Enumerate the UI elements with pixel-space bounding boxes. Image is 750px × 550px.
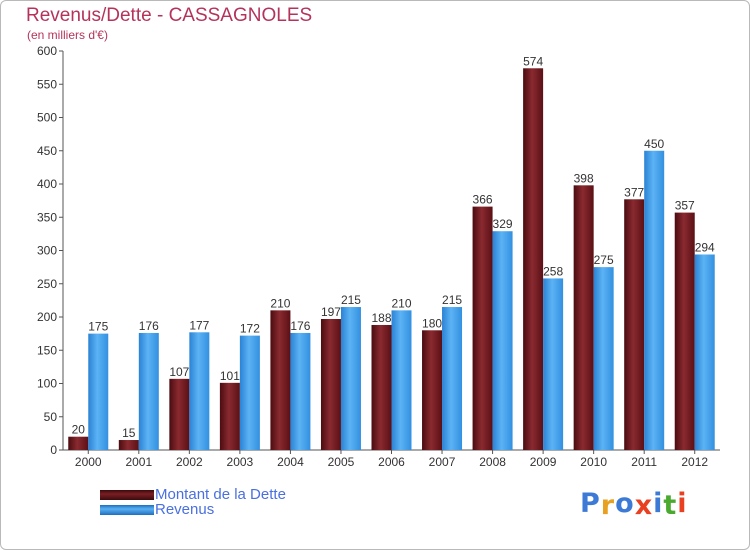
bar-dette [624,199,645,450]
bar-dette [320,318,341,450]
bar-revenus [239,335,260,450]
x-tick-label: 2001 [125,455,152,469]
x-tick-label: 2005 [328,455,355,469]
y-tick-label: 150 [37,343,57,357]
data-label: 176 [139,319,159,333]
bar-revenus [340,307,361,450]
data-label: 172 [240,322,260,336]
data-label: 175 [88,320,108,334]
data-label: 215 [341,293,361,307]
y-tick-label: 100 [37,377,57,391]
bar-dette [674,212,695,450]
y-tick-label: 400 [37,177,57,191]
bar-dette [68,436,89,450]
data-label: 177 [189,318,209,332]
bar-revenus [442,307,463,450]
legend-label-revenus: Revenus [155,501,215,518]
x-tick-label: 2002 [176,455,203,469]
bar-dette [573,185,594,450]
legend-swatch-revenus [100,505,154,515]
data-label: 210 [391,296,411,310]
chart-title: Revenus/Dette - CASSAGNOLES [26,5,313,26]
bar-revenus [593,267,614,450]
legend-swatch-dette [100,490,154,500]
data-label: 294 [695,240,715,254]
data-label: 197 [321,305,341,319]
y-tick-label: 0 [50,443,57,457]
y-tick-label: 250 [37,277,57,291]
y-tick-label: 200 [37,310,57,324]
y-tick-label: 500 [37,111,57,125]
data-label: 101 [220,369,240,383]
x-tick-label: 2009 [530,455,557,469]
proxiti-logo: Proxiti [580,488,688,521]
data-label: 176 [290,319,310,333]
data-label: 574 [523,54,543,68]
data-label: 329 [493,217,513,231]
x-tick-label: 2007 [429,455,456,469]
bar-dette [523,68,544,450]
bar-revenus [694,254,715,450]
bar-revenus [391,310,412,450]
bar-revenus [644,150,665,450]
data-label: 107 [169,365,189,379]
bar-dette [422,330,443,450]
bar-revenus [543,278,564,450]
data-label: 398 [574,171,594,185]
y-tick-label: 300 [37,244,57,258]
data-label: 357 [675,199,695,213]
data-label: 275 [594,253,614,267]
x-tick-label: 2008 [479,455,506,469]
bar-revenus [88,333,109,450]
bar-dette [219,382,240,450]
data-label: 210 [270,296,290,310]
data-label: 366 [473,193,493,207]
data-label: 450 [644,137,664,151]
data-label: 377 [624,185,644,199]
bar-revenus [290,332,311,450]
bar-revenus [189,332,210,450]
bar-dette [118,440,139,450]
x-tick-label: 2012 [681,455,708,469]
y-tick-label: 550 [37,77,57,91]
data-label: 258 [543,264,563,278]
data-label: 188 [371,311,391,325]
legend-label-dette: Montant de la Dette [155,486,286,503]
x-tick-label: 2004 [277,455,304,469]
bar-dette [371,324,392,450]
chart-subtitle: (en milliers d'€) [27,28,108,42]
x-tick-label: 2006 [378,455,405,469]
bar-dette [169,378,190,450]
data-label: 215 [442,293,462,307]
data-label: 20 [72,423,86,437]
bar-revenus [138,332,159,450]
data-label: 180 [422,316,442,330]
x-tick-label: 2003 [227,455,254,469]
bar-revenus [492,231,513,450]
x-tick-label: 2011 [631,455,657,469]
y-tick-label: 350 [37,210,57,224]
y-tick-label: 600 [37,44,57,58]
bar-dette [472,206,493,450]
data-label: 15 [122,426,136,440]
y-tick-label: 50 [44,410,58,424]
y-tick-label: 450 [37,144,57,158]
bar-dette [270,310,291,450]
x-tick-label: 2010 [580,455,607,469]
x-tick-label: 2000 [75,455,102,469]
